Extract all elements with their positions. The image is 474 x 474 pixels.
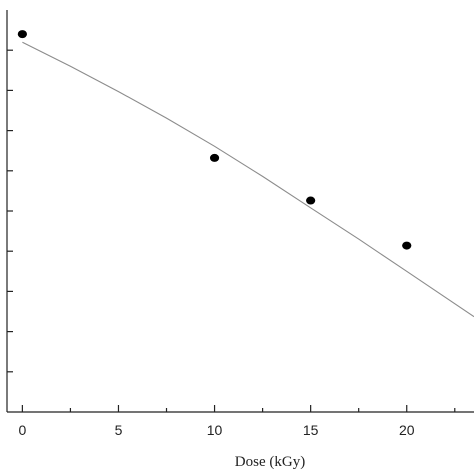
y-axis-ticks (7, 49, 13, 373)
x-tick-label-3: 15 (303, 422, 319, 438)
data-point-0-1 (209, 153, 220, 162)
data-point-0-0 (17, 30, 27, 39)
x-tick-label-4: 20 (399, 422, 415, 438)
x-axis-title: Dose (kGy) (235, 454, 305, 470)
data-point-0-3 (402, 241, 412, 250)
fit-line (22, 41, 474, 318)
x-tick-label-0: 0 (18, 422, 26, 438)
x-tick-label-2: 10 (207, 422, 223, 438)
x-axis-ticks (21, 405, 456, 412)
x-tick-label-1: 5 (115, 422, 123, 438)
data-point-0-2 (306, 196, 316, 205)
x-axis-tick-labels: 0 5 10 15 20 (18, 422, 414, 438)
data-points (17, 30, 412, 250)
